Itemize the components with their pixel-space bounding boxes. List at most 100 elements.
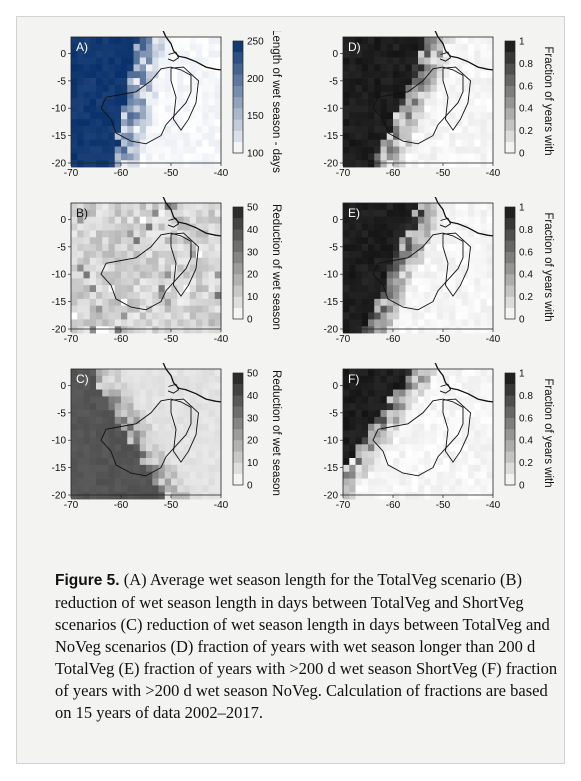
heatmap-cell xyxy=(449,78,456,86)
heatmap-cell xyxy=(386,78,394,86)
heatmap-cell xyxy=(127,382,134,390)
heatmap-cell xyxy=(164,257,172,265)
colorbar-tick-label: 0.6 xyxy=(519,413,533,424)
heatmap-cell xyxy=(102,430,109,438)
heatmap-cell xyxy=(96,126,103,134)
heatmap-cell xyxy=(214,264,222,272)
heatmap-cell xyxy=(196,389,203,397)
heatmap-cell xyxy=(455,209,463,217)
heatmap-cell xyxy=(393,478,400,486)
heatmap-cell xyxy=(77,203,84,211)
colorbar-segment xyxy=(505,85,515,98)
heatmap-cell xyxy=(405,119,413,127)
heatmap-cell xyxy=(386,160,394,168)
heatmap-cell xyxy=(399,84,406,93)
heatmap-cell xyxy=(468,203,475,211)
heatmap-cell xyxy=(114,396,122,404)
y-tick-label: -15 xyxy=(52,297,67,308)
heatmap-cell xyxy=(386,216,394,224)
heatmap-cell xyxy=(418,139,425,147)
heatmap-cell xyxy=(177,396,184,404)
heatmap-cell xyxy=(189,430,197,438)
heatmap-cell xyxy=(164,264,172,272)
heatmap-cell xyxy=(158,216,166,224)
heatmap-cell xyxy=(430,112,438,120)
heatmap-cell xyxy=(214,285,222,293)
heatmap-cell xyxy=(361,416,369,425)
heatmap-cell xyxy=(349,43,356,51)
heatmap-cell xyxy=(349,416,356,425)
heatmap-cell xyxy=(114,98,122,106)
heatmap-cell xyxy=(108,464,116,473)
heatmap-cell xyxy=(183,250,191,259)
heatmap-cell xyxy=(393,403,400,411)
heatmap-cell xyxy=(146,430,153,438)
heatmap-cell xyxy=(183,119,191,127)
heatmap-cell xyxy=(374,382,381,390)
heatmap-cell xyxy=(386,471,394,479)
heatmap-cell xyxy=(89,278,97,286)
heatmap-cell xyxy=(177,146,184,154)
heatmap-cell xyxy=(108,312,116,320)
heatmap-cell xyxy=(368,464,375,473)
heatmap-cell xyxy=(461,312,469,320)
heatmap-cell xyxy=(449,139,456,147)
heatmap-cell xyxy=(355,458,363,466)
heatmap-cell xyxy=(349,312,356,320)
heatmap-cell xyxy=(121,160,128,168)
heatmap-cell xyxy=(361,84,369,93)
heatmap-cell xyxy=(83,278,91,286)
heatmap-cell xyxy=(430,64,438,72)
heatmap-cell xyxy=(474,292,481,300)
heatmap-cell xyxy=(183,230,191,238)
heatmap-cell xyxy=(474,160,481,168)
heatmap-cell xyxy=(380,298,388,307)
heatmap-cell xyxy=(443,416,450,425)
heatmap-cell xyxy=(399,146,406,154)
heatmap-cell xyxy=(480,278,488,286)
heatmap-cell xyxy=(461,292,469,300)
heatmap-cell xyxy=(368,478,375,486)
heatmap-cell xyxy=(455,153,463,161)
heatmap-cell xyxy=(108,416,116,425)
heatmap-cell xyxy=(486,264,494,272)
x-tick-label: -40 xyxy=(486,168,501,179)
heatmap-cell xyxy=(121,64,128,72)
heatmap-cell xyxy=(349,389,356,397)
colorbar-segment xyxy=(505,373,515,385)
heatmap-cell xyxy=(361,389,369,397)
heatmap-cell xyxy=(455,50,463,58)
heatmap-cell xyxy=(374,153,381,161)
heatmap-cell xyxy=(480,237,488,245)
heatmap-cell xyxy=(343,416,350,425)
heatmap-cell xyxy=(461,485,469,493)
heatmap-cell xyxy=(189,285,197,293)
heatmap-cell xyxy=(139,91,147,99)
heatmap-cell xyxy=(164,403,172,411)
heatmap-cell xyxy=(108,292,116,300)
heatmap-cell xyxy=(196,223,203,231)
heatmap-cell xyxy=(368,244,375,252)
heatmap-cell xyxy=(121,91,128,99)
heatmap-cell xyxy=(127,132,134,141)
map-frame xyxy=(70,368,222,496)
heatmap-cell xyxy=(139,223,147,231)
heatmap-cell xyxy=(102,410,109,418)
heatmap-cell xyxy=(214,471,222,479)
heatmap-cell xyxy=(214,298,222,307)
heatmap-cell xyxy=(486,485,494,493)
heatmap-cell xyxy=(96,50,103,58)
heatmap-cell xyxy=(196,423,203,431)
heatmap-cell xyxy=(405,464,413,473)
heatmap-cell xyxy=(71,105,78,113)
heatmap-cell xyxy=(196,146,203,154)
heatmap-cell xyxy=(183,257,191,265)
heatmap-cell xyxy=(164,216,172,224)
heatmap-cell xyxy=(355,153,363,161)
heatmap-cell xyxy=(108,160,116,168)
heatmap-cell xyxy=(171,203,178,211)
heatmap-cell xyxy=(455,112,463,120)
heatmap-cell xyxy=(89,264,97,272)
heatmap-cell xyxy=(108,71,116,79)
heatmap-cell xyxy=(133,264,141,272)
